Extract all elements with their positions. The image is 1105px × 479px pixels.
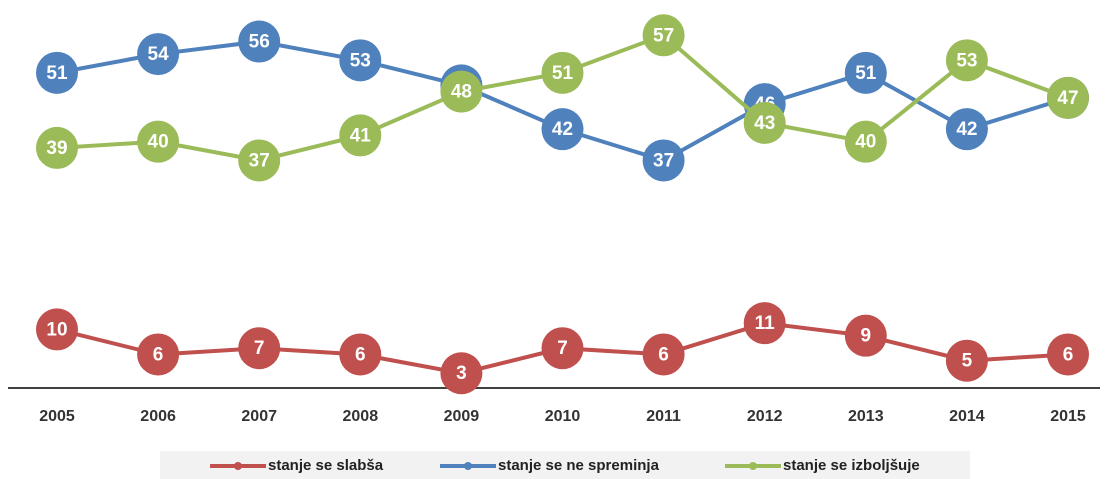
data-point: [36, 51, 78, 94]
data-label: 11: [755, 313, 776, 334]
x-tick-label: 2009: [444, 408, 480, 425]
data-point: [1047, 333, 1089, 376]
data-label: 41: [350, 125, 372, 146]
data-label: 56: [249, 32, 270, 53]
data-label: 6: [658, 344, 669, 365]
data-label: 40: [855, 132, 876, 153]
x-tick-label: 2005: [39, 408, 75, 425]
data-label: 6: [1063, 344, 1074, 365]
data-point: [440, 70, 483, 113]
x-tick-label: 2007: [241, 408, 277, 425]
x-tick-label: 2015: [1050, 408, 1086, 425]
data-point: [743, 101, 786, 144]
data-point: [238, 139, 281, 182]
data-label: 47: [1057, 88, 1078, 109]
data-label: 6: [153, 344, 164, 365]
legend-dot: [234, 462, 242, 470]
data-point: [945, 339, 988, 382]
x-tick-label: 2013: [848, 408, 884, 425]
data-point: [1047, 76, 1089, 119]
x-tick-label: 2006: [140, 408, 176, 425]
x-tick-label: 2011: [646, 408, 681, 425]
data-label: 53: [350, 50, 371, 71]
data-point: [743, 302, 786, 345]
x-tick-label: 2014: [949, 408, 985, 425]
data-point: [440, 352, 483, 395]
data-point: [945, 108, 988, 151]
data-point: [642, 333, 685, 376]
data-label: 7: [254, 338, 265, 359]
x-tick-label: 2008: [343, 408, 379, 425]
data-point: [137, 333, 180, 376]
data-label: 54: [148, 44, 170, 65]
data-point: [541, 108, 584, 151]
data-point: [36, 126, 78, 169]
data-point: [541, 327, 584, 370]
data-point: [137, 33, 180, 76]
data-label: 37: [249, 150, 270, 171]
data-label: 10: [46, 319, 67, 340]
data-label: 40: [148, 132, 169, 153]
x-tick-label: 2010: [545, 408, 581, 425]
data-point: [339, 333, 382, 376]
data-label: 51: [855, 63, 877, 84]
data-point: [238, 327, 281, 370]
x-tick-label: 2012: [747, 408, 783, 425]
data-label: 3: [456, 363, 467, 384]
legend-label: stanje se slabša: [268, 457, 384, 474]
data-label: 51: [552, 63, 574, 84]
data-label: 9: [861, 326, 872, 347]
legend-label: stanje se ne spreminja: [498, 457, 660, 474]
legend-dot: [749, 462, 757, 470]
data-point: [844, 314, 887, 357]
data-point: [238, 20, 281, 63]
data-label: 53: [956, 50, 977, 71]
data-label: 57: [653, 25, 674, 46]
data-label: 43: [754, 113, 775, 134]
data-label: 6: [355, 344, 366, 365]
data-label: 42: [552, 119, 573, 140]
data-label: 39: [46, 138, 67, 159]
data-label: 42: [956, 119, 977, 140]
data-label: 5: [962, 351, 973, 372]
data-point: [339, 114, 382, 157]
data-point: [844, 120, 887, 163]
data-point: [945, 39, 988, 82]
data-point: [137, 120, 180, 163]
legend-label: stanje se izboljšuje: [783, 457, 920, 474]
data-point: [339, 39, 382, 82]
data-label: 51: [46, 63, 68, 84]
data-label: 7: [557, 338, 568, 359]
legend-dot: [464, 462, 472, 470]
data-label: 37: [653, 150, 674, 171]
data-label: 48: [451, 82, 472, 103]
data-point: [642, 139, 685, 182]
data-point: [844, 51, 887, 94]
legend-box: [160, 451, 970, 479]
data-point: [541, 51, 584, 94]
data-point: [36, 308, 78, 351]
data-point: [642, 14, 685, 57]
